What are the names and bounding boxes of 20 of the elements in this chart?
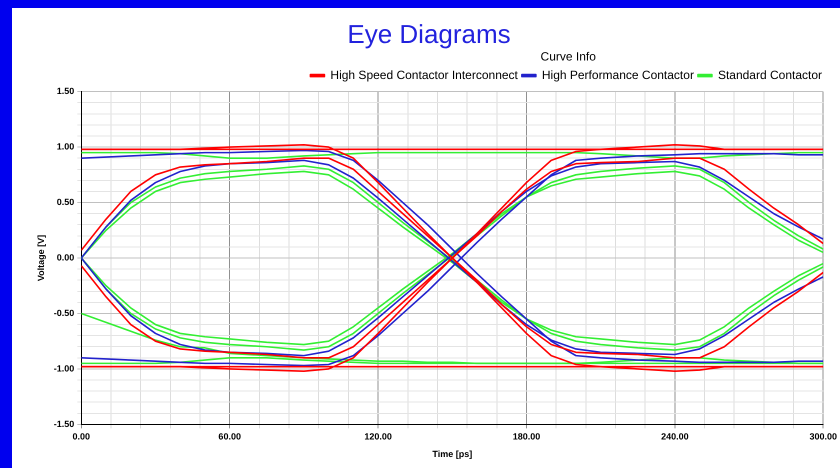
x-tick-label: 0.00 <box>72 431 90 442</box>
x-tick-label: 180.00 <box>512 431 540 442</box>
y-tick-label: -1.50 <box>54 418 74 429</box>
y-tick-label: 1.50 <box>56 86 74 96</box>
x-tick-label: 120.00 <box>364 431 392 442</box>
y-tick-label: -0.50 <box>54 308 74 318</box>
y-axis-title: Voltage [V] <box>36 234 46 282</box>
legend-title: Curve Info <box>540 50 596 64</box>
x-tick-label: 240.00 <box>661 431 689 442</box>
y-tick-label: 1.00 <box>56 142 74 152</box>
x-tick-label: 60.00 <box>218 431 241 442</box>
chart-title: Eye Diagrams <box>347 18 511 49</box>
legend-label: Standard Contactor <box>718 68 822 82</box>
y-tick-label: -1.00 <box>54 363 74 374</box>
y-tick-label: 0.50 <box>56 197 74 208</box>
x-axis-title: Time [ps] <box>432 449 472 460</box>
legend-label: High Speed Contactor Interconnect <box>330 68 519 82</box>
x-tick-label: 300.00 <box>809 431 837 442</box>
y-tick-label: 0.00 <box>56 252 74 262</box>
legend-label: High Performance Contactor <box>542 68 694 82</box>
